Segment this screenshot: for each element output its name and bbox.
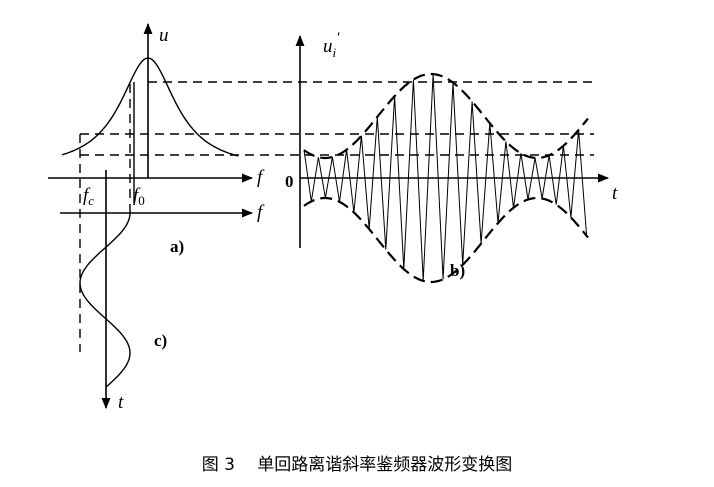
u-axis-label: u xyxy=(159,25,169,46)
f0-label: f0 xyxy=(133,185,145,208)
t-axis-label-c: t xyxy=(118,392,124,413)
resonance-curve xyxy=(61,57,239,157)
panel-b: ui′ 0 t b) xyxy=(285,30,618,284)
upper-envelope xyxy=(303,72,589,160)
f-axis-label: f xyxy=(257,167,265,188)
projection-lines xyxy=(79,81,594,352)
figure-caption: 图 3 单回路离谐斜率鉴频器波形变换图 xyxy=(201,455,513,475)
panel-a: u f fc f0 a) xyxy=(48,22,265,256)
panel-a-label: a) xyxy=(170,237,184,256)
fm-carrier-waveform xyxy=(303,74,588,281)
frequency-time-curve xyxy=(79,212,131,388)
f-axis-label-2: f xyxy=(257,202,265,223)
panel-b-label: b) xyxy=(450,261,465,280)
fc-label: fc xyxy=(83,185,94,208)
panel-c: t c) xyxy=(79,170,167,413)
ui-prime-label: ui′ xyxy=(323,30,340,60)
t-axis-label-b: t xyxy=(612,183,618,204)
origin-label: 0 xyxy=(285,172,294,191)
panel-c-label: c) xyxy=(154,331,167,350)
lower-envelope xyxy=(303,196,589,284)
